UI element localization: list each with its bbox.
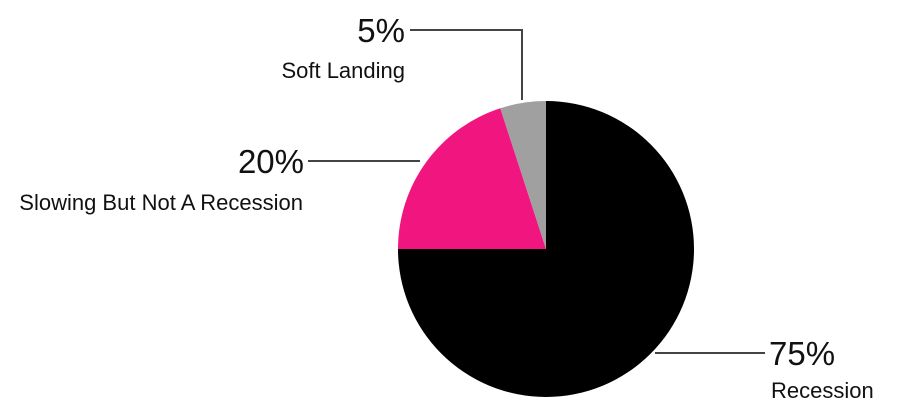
callout-recession: 75% Recession: [655, 335, 874, 403]
slice-percent-soft-landing: 5%: [357, 12, 405, 49]
slice-percent-slowing: 20%: [238, 143, 304, 180]
pie-slices: [397, 101, 694, 397]
callout-soft-landing: 5% Soft Landing: [281, 12, 523, 100]
slice-label-slowing: Slowing But Not A Recession: [19, 190, 303, 215]
leader-line-soft-landing: [410, 29, 523, 100]
slice-label-soft-landing: Soft Landing: [281, 58, 405, 83]
slice-label-recession: Recession: [771, 378, 874, 403]
callout-slowing: 20% Slowing But Not A Recession: [19, 143, 420, 215]
pie-slice-slowing: [397, 108, 546, 250]
pie-slice-soft-landing: [500, 101, 546, 249]
slice-percent-recession: 75%: [769, 335, 835, 372]
